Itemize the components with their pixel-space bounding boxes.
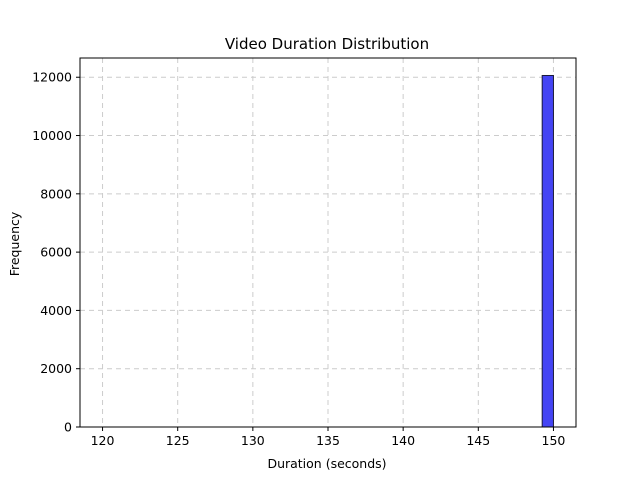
- y-tick-label: 12000: [32, 70, 72, 85]
- x-tick-label: 120: [91, 433, 115, 448]
- x-tick-label: 135: [316, 433, 340, 448]
- y-axis-ticks: 0 2000 4000 6000 8000 10000 12000: [32, 70, 80, 435]
- y-tick-label: 4000: [40, 303, 72, 318]
- y-tick-label: 8000: [40, 186, 72, 201]
- x-tick-label: 145: [466, 433, 490, 448]
- y-tick-label: 6000: [40, 245, 72, 260]
- histogram-bar: [541, 74, 554, 428]
- x-axis-ticks: 120 125 130 135 140 145 150: [91, 427, 566, 448]
- y-axis-label: Frequency: [7, 211, 22, 276]
- x-tick-label: 130: [241, 433, 265, 448]
- x-tick-label: 150: [542, 433, 566, 448]
- x-tick-label: 125: [166, 433, 190, 448]
- y-tick-label: 10000: [32, 128, 72, 143]
- y-tick-label: 2000: [40, 361, 72, 376]
- x-axis-label: Duration (seconds): [267, 456, 386, 471]
- histogram-bars: [541, 74, 554, 428]
- grid-lines: [80, 58, 576, 428]
- x-tick-label: 140: [391, 433, 415, 448]
- chart-title: Video Duration Distribution: [225, 35, 429, 53]
- y-tick-label: 0: [64, 420, 72, 435]
